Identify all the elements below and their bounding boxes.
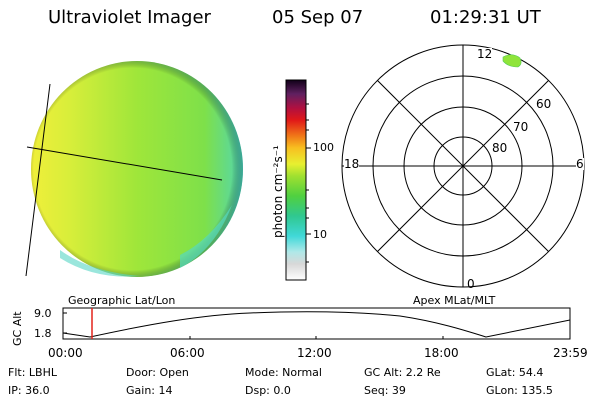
time-tick-1: 06:00	[170, 346, 205, 360]
info-mode: Mode: Normal	[245, 366, 322, 379]
info-filter: Flt: LBHL	[8, 366, 57, 379]
info-glon: GLon: 135.5	[486, 384, 553, 397]
info-dsp: Dsp: 0.0	[245, 384, 291, 397]
lat-label-70: 70	[513, 120, 529, 134]
mlt-label-12: 12	[477, 47, 493, 61]
time-tick-0: 00:00	[48, 346, 83, 360]
app-title: Ultraviolet Imager	[48, 7, 211, 28]
time-tick-3: 18:00	[424, 346, 459, 360]
mlt-label-18: 18	[344, 157, 360, 171]
info-gc-alt: GC Alt: 2.2 Re	[364, 366, 441, 379]
colorbar-tick-10: 10	[313, 228, 327, 241]
info-gain: Gain: 14	[126, 384, 173, 397]
info-ip: IP: 36.0	[8, 384, 50, 397]
alt-y-tick-bottom: 1.8	[34, 327, 52, 340]
date-label: 05 Sep 07	[272, 7, 364, 28]
time-label: 01:29:31 UT	[430, 7, 541, 28]
geo-parallel-line	[26, 146, 223, 181]
mlt-label-0: 0	[467, 277, 475, 291]
time-tick-4: 23:59	[553, 346, 588, 360]
alt-y-tick-top: 9.0	[34, 307, 52, 320]
time-tick-2: 12:00	[297, 346, 332, 360]
geographic-label: Geographic Lat/Lon	[68, 294, 176, 307]
apex-label: Apex MLat/MLT	[413, 294, 496, 307]
mlt-label-6: 6	[576, 157, 584, 171]
polar-aurora-patch	[502, 54, 522, 68]
info-seq: Seq: 39	[364, 384, 406, 397]
geo-meridian-line	[25, 83, 51, 277]
lat-label-80: 80	[492, 141, 508, 155]
info-door: Door: Open	[126, 366, 189, 379]
info-glat: GLat: 54.4	[486, 366, 544, 379]
lat-label-60: 60	[536, 97, 552, 111]
colorbar-tick-100: 100	[313, 141, 334, 154]
altitude-curve	[62, 311, 571, 338]
